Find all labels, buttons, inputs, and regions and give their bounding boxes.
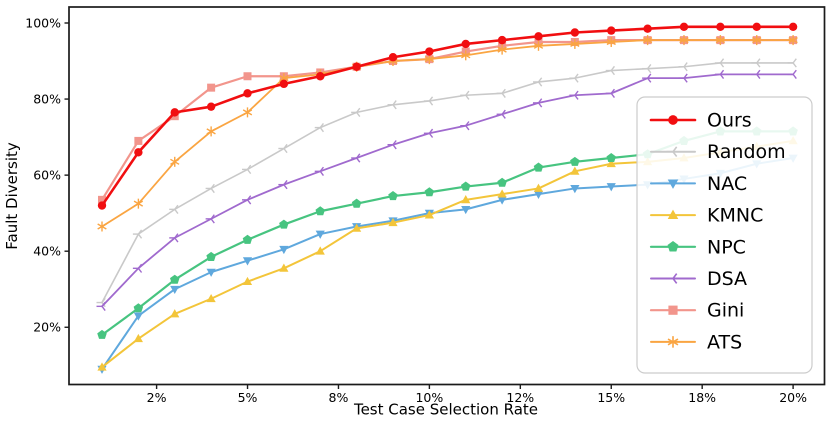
x-tick-label: 5% [238, 390, 258, 405]
legend-label: Random [707, 141, 786, 163]
series-ats [97, 35, 798, 232]
x-tick-label: 12% [506, 390, 534, 405]
y-tick-label: 80% [33, 91, 61, 106]
legend-item-gini: Gini [649, 300, 744, 322]
legend-item-ours: Ours [649, 110, 752, 132]
series-random [96, 58, 797, 308]
x-tick-label: 18% [688, 390, 716, 405]
legend: Ours Random NAC KMNC NPC DSA Gini ATS [636, 96, 813, 374]
legend-label: Ours [707, 110, 752, 132]
series-dsa [96, 69, 797, 311]
x-tick-label: 20% [779, 390, 807, 405]
y-tick-label: 20% [33, 320, 61, 335]
x-tick-label: 2% [147, 390, 167, 405]
legend-item-random: Random [650, 141, 786, 163]
legend-label: KMNC [707, 205, 763, 227]
x-axis-title: Test Case Selection Rate [353, 401, 538, 419]
y-tick-label: 60% [33, 167, 61, 182]
legend-label: NPC [707, 236, 746, 258]
legend-label: DSA [707, 268, 747, 290]
x-tick-label: 10% [415, 390, 443, 405]
y-axis-title: Fault Diversity [3, 142, 21, 250]
legend-item-ats: ATS [650, 331, 742, 353]
y-tick-label: 40% [33, 243, 61, 258]
plot-border [68, 6, 826, 386]
x-tick-label: 8% [329, 390, 349, 405]
series-ours [97, 22, 798, 210]
legend-item-kmnc: KMNC [650, 205, 763, 227]
legend-label: NAC [707, 173, 747, 195]
legend-label: Gini [707, 300, 744, 322]
legend-item-npc: NPC [649, 236, 746, 258]
x-axis: 2% 5% 8% 10% 12% 15% 18% 20% [147, 384, 807, 405]
x-tick-label: 15% [597, 390, 625, 405]
legend-label: ATS [707, 331, 742, 353]
y-axis: 20% 40% 60% 80% 100% [25, 15, 69, 335]
y-tick-label: 100% [25, 15, 61, 30]
legend-box [636, 96, 813, 374]
legend-item-nac: NAC [650, 173, 747, 195]
legend-item-dsa: DSA [650, 268, 747, 290]
